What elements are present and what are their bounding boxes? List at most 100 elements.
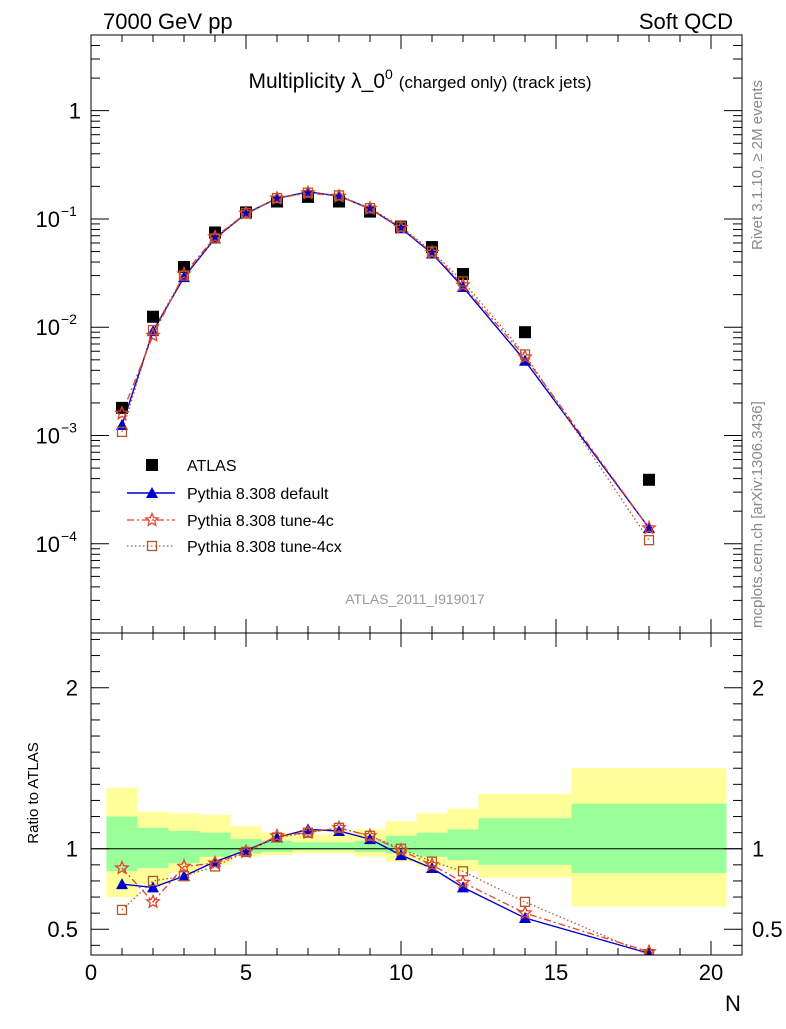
uncertainty-bands (106, 768, 727, 907)
band-green (354, 840, 386, 852)
tune4cx-point (457, 276, 469, 287)
default-point (519, 911, 531, 923)
tune4cx-point (519, 896, 531, 908)
tune4cx-point (333, 822, 345, 833)
tune4cx-point (240, 846, 252, 858)
x-tick-label: 15 (544, 960, 568, 985)
atlas-point (147, 310, 159, 323)
tune4c-line (121, 192, 650, 529)
x-axis-label: N (725, 991, 741, 1016)
y-tick-exponent: −1 (61, 203, 77, 219)
tune4cx-point (395, 843, 407, 854)
default-point (146, 487, 158, 498)
tune4cx-point (333, 190, 345, 201)
tune4cx-point (209, 233, 221, 244)
tune4cx-point (271, 192, 283, 204)
band-green (478, 818, 572, 865)
ratio-y-tick-label: 1 (66, 837, 78, 862)
process-label: Soft QCD (639, 9, 733, 34)
y-tick-label: 1 (69, 99, 81, 124)
energy-label: 7000 GeV pp (103, 9, 233, 34)
ratio-series-clip (114, 819, 657, 955)
ratio-panel-ticks (90, 633, 743, 955)
band-green (447, 829, 479, 861)
band-green (292, 842, 324, 851)
tune4cx-point (426, 246, 438, 257)
tune4cx-point (364, 830, 376, 842)
legend: ATLAS Pythia 8.308 default Pythia 8.308 tu… (127, 458, 342, 556)
tune4cx-point (302, 187, 314, 198)
legend-label: Pythia 8.308 default (187, 486, 329, 503)
tune4c-point (207, 854, 223, 870)
plot-title-suffix: (charged only) (track jets) (399, 73, 592, 92)
tune4cx-point (147, 324, 159, 336)
band-green (261, 840, 293, 852)
main-panel-ticks (90, 34, 743, 633)
rivet-label: Rivet 3.1.10, ≥ 2M events (749, 80, 766, 250)
mcplots-label: mcplots.cern.ch [arXiv:1306.3436] (749, 401, 766, 628)
ratio-y-tick-label-right: 2 (752, 676, 764, 701)
band-green (199, 832, 231, 857)
main-panel-y-tick-labels: 110−110−210−310−4 (36, 99, 81, 557)
plot-title-superscript: 0 (385, 66, 393, 82)
default-ratio-line (121, 828, 650, 955)
band-green (323, 842, 355, 851)
ratio-y-tick-label-right: 1 (752, 837, 764, 862)
tune4c-point (641, 519, 657, 535)
tune4cx-point (519, 349, 531, 360)
tune4c-point (114, 405, 130, 421)
plot-title: Multiplicity λ_00 (charged only) (track j… (248, 66, 591, 93)
tune4c-point (176, 858, 192, 874)
default-point (395, 849, 407, 861)
ratio-y-tick-label: 0.5 (47, 917, 78, 942)
ratio-y-tick-label-right: 0.5 (752, 917, 783, 942)
main-panel: 110−110−210−310−4 Multiplicity λ_00 (char… (36, 34, 743, 634)
y-tick-label: 10 (36, 532, 60, 557)
x-tick-label: 0 (85, 960, 97, 985)
y-tick-label: 10 (36, 315, 60, 340)
y-tick-exponent: −2 (61, 311, 77, 327)
x-tick-labels: 0 5 10 15 20 (85, 960, 723, 985)
ratio-panel-y-tick-labels: 0.5 0.5 1 1 2 2 (47, 676, 782, 943)
ratio-panel-series (114, 819, 657, 955)
legend-label: Pythia 8.308 tune-4c (187, 513, 334, 530)
legend-label: ATLAS (187, 458, 237, 475)
band-green (571, 803, 727, 873)
atlas-point (519, 326, 531, 339)
tune4cx-point (457, 866, 469, 877)
x-tick-label: 5 (240, 960, 252, 985)
tune4cx-point (426, 856, 438, 867)
default-point (147, 881, 159, 893)
default-point (178, 870, 190, 882)
ratio-y-axis-label: Ratio to ATLAS (25, 742, 42, 843)
tune4cx-point (147, 875, 159, 887)
band-green (416, 832, 448, 857)
y-tick-exponent: −4 (61, 528, 77, 544)
default-line (121, 191, 650, 529)
default-point (457, 881, 469, 893)
tune4cx-point (240, 208, 252, 219)
tune4cx-point (209, 861, 221, 872)
ratio-panel: 0.5 0.5 1 1 2 2 0 5 10 15 20 Ratio to ATLAS N (25, 632, 783, 1016)
tune4c-point (114, 859, 130, 875)
tune4cx-point (178, 870, 190, 882)
tune4cx-point (643, 535, 655, 546)
tune4cx-point (364, 202, 376, 214)
analysis-watermark: ATLAS_2011_I919017 (345, 591, 485, 607)
y-tick-label: 10 (36, 424, 60, 449)
x-tick-label: 20 (699, 960, 723, 985)
ratio-panel-frame (90, 632, 743, 956)
default-point (116, 878, 128, 890)
legend-label: Pythia 8.308 tune-4cx (187, 539, 342, 556)
band-green (137, 827, 169, 869)
atlas-point (643, 473, 655, 486)
band-green (168, 831, 200, 864)
default-point (302, 823, 314, 835)
main-panel-series (114, 184, 657, 546)
tune4cx-point (178, 270, 190, 281)
tune4cx-point (271, 832, 283, 843)
x-tick-label: 10 (389, 960, 413, 985)
atlas-point (209, 226, 221, 239)
tune4cx-point (395, 221, 407, 232)
